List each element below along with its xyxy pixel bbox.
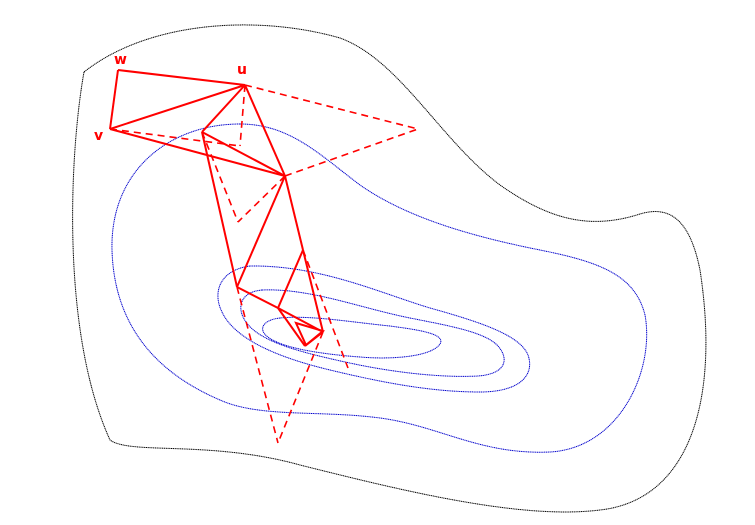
- edge-w-v: [109, 69, 119, 130]
- edge-p1-p4: [284, 175, 304, 251]
- contour-1: [111, 123, 648, 453]
- contour-4: [262, 316, 442, 359]
- label-u: u: [237, 62, 247, 78]
- dash-p6-bottom: [277, 331, 324, 444]
- dash-p1-low: [237, 175, 286, 223]
- dash-p3-bottom: [236, 286, 279, 444]
- edge-p1-p3: [236, 175, 286, 288]
- edge-p5-p7: [277, 307, 306, 347]
- simplex-solid-edges: [109, 69, 326, 347]
- edge-p2-p1: [201, 131, 286, 177]
- edge-u-p1: [244, 84, 286, 177]
- label-w: w: [114, 52, 127, 68]
- contour-2: [217, 265, 531, 393]
- edge-p2-p3: [201, 131, 238, 288]
- label-v: v: [94, 128, 103, 144]
- edge-p3-p5: [236, 286, 279, 309]
- contour-3: [240, 289, 505, 377]
- dash-p2-low: [201, 131, 239, 223]
- edge-w-u: [117, 69, 246, 86]
- edge-p4-p5: [277, 249, 304, 309]
- simplex-dashed-edges: [109, 84, 419, 444]
- dash-p1-reflect: [284, 128, 419, 177]
- dash-u-p2: [239, 84, 246, 147]
- edge-p4-p6: [302, 249, 324, 333]
- inner-triangle: [294, 321, 326, 347]
- outer-boundary: [72, 24, 707, 513]
- dash-u-reflect: [244, 84, 419, 130]
- edge-v-p1: [109, 128, 286, 177]
- dash-p4-right: [302, 249, 349, 369]
- edge-v-u: [109, 84, 246, 130]
- edge-u-p2: [201, 84, 246, 133]
- dash-v-p2: [109, 128, 241, 147]
